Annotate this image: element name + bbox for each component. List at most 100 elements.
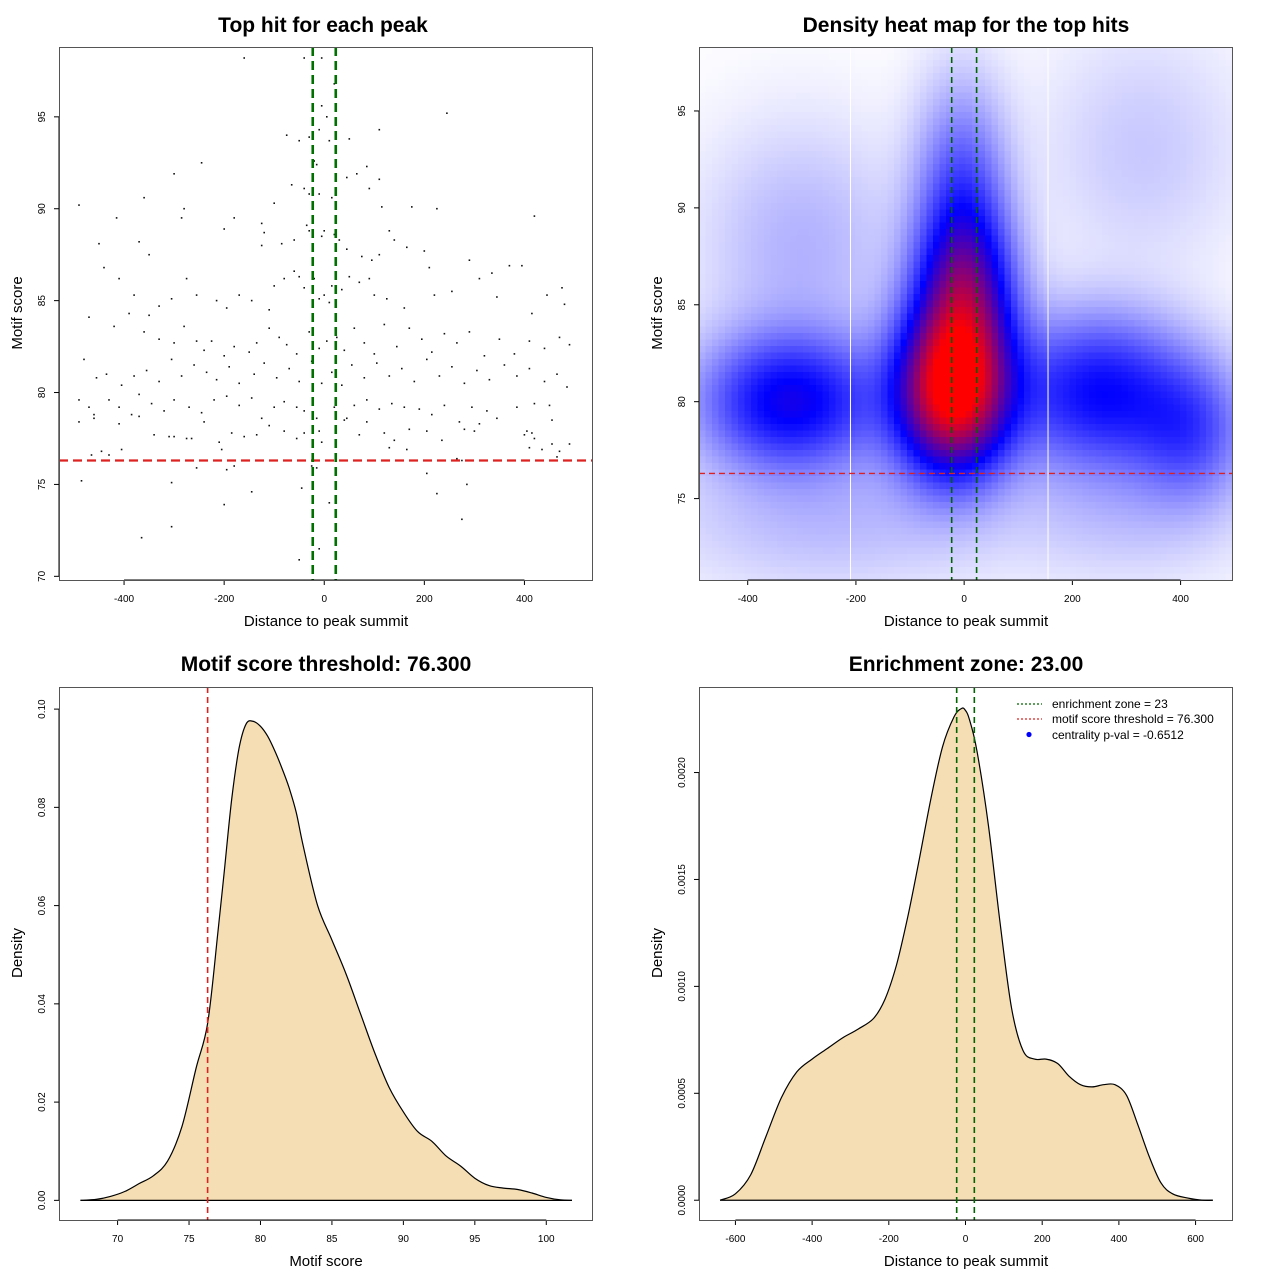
heatmap-cell bbox=[744, 73, 752, 81]
heatmap-cell bbox=[946, 287, 954, 295]
heatmap-cell bbox=[842, 248, 850, 256]
heatmap-cell bbox=[1102, 53, 1110, 61]
heatmap-cell bbox=[1043, 99, 1051, 107]
heatmap-cell bbox=[868, 66, 876, 74]
scatter-point bbox=[120, 384, 123, 386]
heatmap-cell bbox=[991, 307, 999, 315]
heatmap-cell bbox=[796, 346, 804, 354]
heatmap-cell bbox=[1063, 66, 1071, 74]
heatmap-cell bbox=[1134, 313, 1142, 321]
heatmap-cell bbox=[887, 86, 895, 94]
heatmap-cell bbox=[822, 378, 830, 386]
heatmap-cell bbox=[959, 300, 967, 308]
scatter-point bbox=[328, 502, 331, 504]
heatmap-cell bbox=[1102, 157, 1110, 165]
heatmap-cell bbox=[731, 170, 739, 178]
heatmap-cell bbox=[751, 365, 759, 373]
heatmap-cell bbox=[725, 391, 733, 399]
heatmap-cell bbox=[718, 391, 726, 399]
heatmap-cell bbox=[1063, 274, 1071, 282]
heatmap-cell bbox=[751, 99, 759, 107]
heatmap-cell bbox=[1043, 125, 1051, 133]
heatmap-cell bbox=[718, 131, 726, 139]
heatmap-cell bbox=[790, 398, 798, 406]
heatmap-cell bbox=[887, 229, 895, 237]
heatmap-cell bbox=[1186, 73, 1194, 81]
heatmap-cell bbox=[972, 346, 980, 354]
heatmap-cell bbox=[855, 190, 863, 198]
heatmap-cell bbox=[1134, 131, 1142, 139]
heatmap-cell bbox=[946, 320, 954, 328]
heatmap-cell bbox=[848, 222, 856, 230]
heatmap-cell bbox=[848, 398, 856, 406]
heatmap-cell bbox=[1206, 378, 1214, 386]
heatmap-cell bbox=[757, 229, 765, 237]
heatmap-cell bbox=[848, 229, 856, 237]
heatmap-cell bbox=[1147, 144, 1155, 152]
heatmap-cell bbox=[731, 73, 739, 81]
heatmap-cell bbox=[1004, 385, 1012, 393]
heatmap-cell bbox=[861, 404, 869, 412]
heatmap-cell bbox=[796, 73, 804, 81]
heatmap-cell bbox=[1212, 216, 1220, 224]
heatmap-cell bbox=[985, 183, 993, 191]
heatmap-cell bbox=[1089, 105, 1097, 113]
heatmap-cell bbox=[1056, 404, 1064, 412]
heatmap-cell bbox=[965, 378, 973, 386]
heatmap-cell bbox=[978, 352, 986, 360]
heatmap-cell bbox=[1082, 190, 1090, 198]
heatmap-cell bbox=[887, 359, 895, 367]
heatmap-cell bbox=[1102, 385, 1110, 393]
heatmap-cell bbox=[757, 261, 765, 269]
heatmap-cell bbox=[770, 391, 778, 399]
heatmap-cell bbox=[822, 359, 830, 367]
heatmap-cell bbox=[1199, 203, 1207, 211]
heatmap-cell bbox=[1180, 313, 1188, 321]
heatmap-cell bbox=[790, 47, 798, 55]
heatmap-cell bbox=[1167, 125, 1175, 133]
scatter-point bbox=[528, 340, 531, 342]
heatmap-cell bbox=[1212, 118, 1220, 126]
heatmap-cell bbox=[699, 294, 707, 302]
heatmap-cell bbox=[848, 151, 856, 159]
heatmap-cell bbox=[907, 131, 915, 139]
heatmap-cell bbox=[907, 60, 915, 68]
heatmap-cell bbox=[1219, 164, 1227, 172]
heatmap-cell bbox=[822, 398, 830, 406]
heatmap-cell bbox=[783, 196, 791, 204]
heatmap-cell bbox=[855, 385, 863, 393]
heatmap-cell bbox=[1089, 372, 1097, 380]
heatmap-cell bbox=[803, 294, 811, 302]
heatmap-cell bbox=[1173, 203, 1181, 211]
heatmap-cell bbox=[796, 196, 804, 204]
heatmap-cell bbox=[1134, 378, 1142, 386]
heatmap-cell bbox=[959, 274, 967, 282]
heatmap-cell bbox=[1030, 144, 1038, 152]
heatmap-cell bbox=[783, 157, 791, 165]
heatmap-cell bbox=[1069, 144, 1077, 152]
heatmap-cell bbox=[1050, 261, 1058, 269]
scatter-point bbox=[143, 196, 145, 199]
heatmap-cell bbox=[1121, 365, 1129, 373]
heatmap-cell bbox=[1063, 333, 1071, 341]
heatmap-cell bbox=[1030, 326, 1038, 334]
heatmap-cell bbox=[1069, 125, 1077, 133]
heatmap-cell bbox=[1206, 118, 1214, 126]
heatmap-cell bbox=[1160, 222, 1168, 230]
heatmap-cell bbox=[848, 261, 856, 269]
heatmap-cell bbox=[1050, 248, 1058, 256]
heatmap-cell bbox=[777, 66, 785, 74]
heatmap-cell bbox=[1206, 300, 1214, 308]
heatmap-cell bbox=[1115, 411, 1123, 419]
heatmap-cell bbox=[1108, 125, 1116, 133]
scatter-point bbox=[466, 483, 468, 486]
heatmap-cell bbox=[926, 105, 934, 113]
heatmap-cell bbox=[816, 196, 824, 204]
heatmap-cell bbox=[1089, 274, 1097, 282]
heatmap-cell bbox=[835, 274, 843, 282]
heatmap-cell bbox=[1115, 339, 1123, 347]
heatmap-cell bbox=[705, 248, 713, 256]
heatmap-cell bbox=[829, 92, 837, 100]
heatmap-cell bbox=[1147, 112, 1155, 120]
heatmap-cell bbox=[1063, 411, 1071, 419]
